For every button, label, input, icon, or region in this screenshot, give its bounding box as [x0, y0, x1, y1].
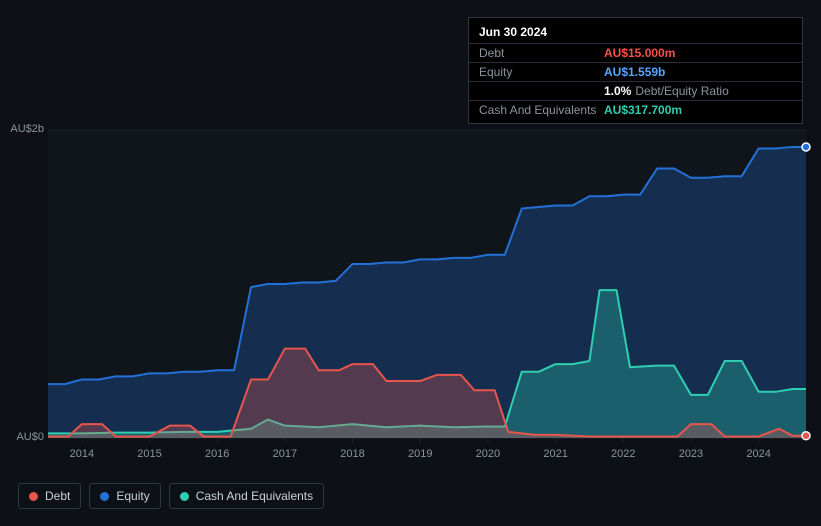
legend-item-label: Debt	[45, 489, 70, 503]
x-tick-label: 2014	[70, 448, 94, 460]
tooltip-debt-label: Debt	[479, 46, 604, 60]
x-tick-label: 2023	[679, 448, 703, 460]
legend-item-label: Cash And Equivalents	[196, 489, 313, 503]
legend-item-label: Equity	[116, 489, 149, 503]
x-tick-label: 2022	[611, 448, 635, 460]
tooltip-ratio: 1.0% Debt/Equity Ratio	[604, 84, 729, 98]
tooltip-ratio-spacer	[479, 84, 604, 98]
x-tick-label: 2017	[273, 448, 297, 460]
data-tooltip: Jun 30 2024 Debt AU$15.000m Equity AU$1.…	[468, 17, 803, 124]
x-tick-label: 2021	[543, 448, 567, 460]
tooltip-row-equity: Equity AU$1.559b	[469, 62, 802, 81]
tooltip-ratio-value: 1.0%	[604, 84, 631, 98]
legend-item-cash[interactable]: Cash And Equivalents	[169, 483, 324, 509]
tooltip-row-cash: Cash And Equivalents AU$317.700m	[469, 100, 802, 119]
tooltip-date: Jun 30 2024	[469, 22, 802, 43]
tooltip-cash-value: AU$317.700m	[604, 103, 682, 117]
x-tick-label: 2020	[476, 448, 500, 460]
tooltip-equity-label: Equity	[479, 65, 604, 79]
tooltip-ratio-label: Debt/Equity Ratio	[635, 84, 728, 98]
tooltip-row-ratio: 1.0% Debt/Equity Ratio	[469, 81, 802, 100]
tooltip-row-debt: Debt AU$15.000m	[469, 43, 802, 62]
chart-legend: Debt Equity Cash And Equivalents	[18, 483, 324, 509]
tooltip-equity-value: AU$1.559b	[604, 65, 665, 79]
y-tick-label: AU$2b	[2, 123, 44, 135]
tooltip-debt-value: AU$15.000m	[604, 46, 675, 60]
x-tick-label: 2024	[746, 448, 770, 460]
x-tick-label: 2015	[137, 448, 161, 460]
legend-swatch-icon	[29, 492, 38, 501]
legend-item-debt[interactable]: Debt	[18, 483, 81, 509]
x-tick-label: 2018	[340, 448, 364, 460]
legend-swatch-icon	[180, 492, 189, 501]
x-tick-label: 2016	[205, 448, 229, 460]
legend-item-equity[interactable]: Equity	[89, 483, 160, 509]
x-tick-label: 2019	[408, 448, 432, 460]
legend-swatch-icon	[100, 492, 109, 501]
tooltip-cash-label: Cash And Equivalents	[479, 103, 604, 117]
y-tick-label: AU$0	[2, 431, 44, 443]
